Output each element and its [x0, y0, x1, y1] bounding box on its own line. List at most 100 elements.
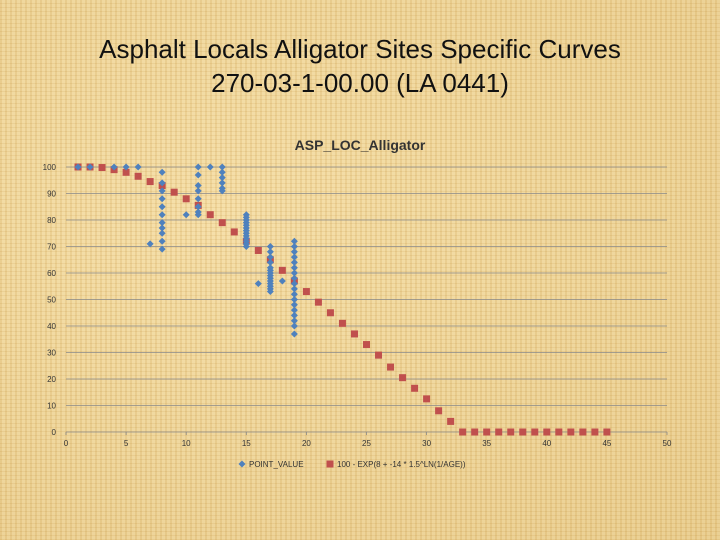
x-tick-label: 30 — [422, 439, 431, 448]
data-point — [266, 253, 274, 261]
data-point — [122, 163, 130, 171]
curve-point — [447, 417, 455, 425]
series-point-value — [74, 163, 298, 338]
data-point — [290, 253, 298, 261]
curve-point — [326, 309, 334, 317]
y-tick-label: 50 — [47, 296, 56, 305]
curve-point — [591, 428, 599, 436]
gridlines — [66, 166, 667, 433]
data-point — [218, 163, 226, 171]
y-tick-label: 100 — [43, 163, 57, 172]
data-point — [134, 163, 142, 171]
curve-point — [531, 428, 539, 436]
data-point — [290, 285, 298, 293]
x-tick-label: 45 — [602, 439, 611, 448]
curve-point — [206, 211, 214, 219]
curve-point — [507, 428, 515, 436]
curve-point — [375, 351, 383, 359]
curve-point — [543, 428, 551, 436]
data-point — [194, 182, 202, 190]
data-point — [290, 248, 298, 256]
data-point — [158, 179, 166, 187]
data-point — [218, 187, 226, 195]
data-point — [218, 174, 226, 182]
data-point — [290, 290, 298, 298]
data-point — [218, 168, 226, 176]
data-point — [290, 243, 298, 250]
data-point — [290, 274, 298, 282]
data-point — [218, 179, 226, 187]
data-point — [194, 211, 202, 219]
curve-point — [435, 407, 443, 415]
y-tick-label: 0 — [52, 428, 57, 437]
x-tick-label: 5 — [124, 439, 129, 448]
data-point — [266, 243, 274, 250]
data-point — [110, 163, 118, 171]
plot-area — [74, 163, 611, 436]
x-tick-label: 15 — [242, 439, 251, 448]
curve-point — [579, 428, 587, 436]
curve-point — [555, 428, 563, 436]
data-point — [194, 195, 202, 203]
curve-point — [411, 384, 419, 392]
curve-point — [603, 428, 611, 436]
x-tick-label: 20 — [302, 439, 311, 448]
x-tick-label: 40 — [542, 439, 551, 448]
x-tick-label: 50 — [663, 439, 672, 448]
y-tick-label: 40 — [47, 322, 56, 331]
data-point — [290, 317, 298, 325]
curve-point — [302, 288, 310, 296]
data-point — [254, 280, 262, 288]
chart: ASP_LOC_Alligator 0102030405060708090100… — [43, 137, 672, 469]
y-tick-label: 20 — [47, 375, 56, 384]
data-point — [158, 229, 166, 237]
x-tick-label: 35 — [482, 439, 491, 448]
data-point — [290, 322, 298, 330]
curve-point — [98, 164, 106, 172]
data-point — [242, 243, 250, 250]
data-point — [290, 237, 298, 245]
data-point — [158, 219, 166, 227]
slide-title-line-1: Asphalt Locals Alligator Sites Specific … — [99, 34, 621, 64]
y-tick-label: 60 — [47, 269, 56, 278]
data-point — [182, 211, 190, 219]
y-tick-label: 30 — [47, 349, 56, 358]
data-point — [86, 163, 94, 171]
data-point — [194, 163, 202, 171]
data-point — [158, 187, 166, 195]
x-tick-label: 0 — [64, 439, 69, 448]
curve-point — [567, 428, 575, 436]
curve-point — [519, 428, 527, 436]
chart-title: ASP_LOC_Alligator — [295, 137, 426, 153]
data-point — [278, 277, 286, 285]
curve-point — [230, 228, 238, 236]
data-point — [290, 296, 298, 303]
curve-point — [350, 330, 358, 338]
data-point — [290, 258, 298, 266]
curve-point — [134, 172, 142, 180]
data-point — [266, 248, 274, 256]
x-tick-label: 25 — [362, 439, 371, 448]
legend-label: POINT_VALUE — [249, 460, 304, 469]
y-tick-label: 10 — [47, 402, 56, 411]
data-point — [194, 171, 202, 179]
data-point — [290, 269, 298, 277]
data-point — [158, 211, 166, 219]
data-point — [206, 163, 214, 171]
curve-point — [254, 246, 262, 254]
curve-point — [363, 341, 370, 349]
data-point — [74, 163, 82, 171]
data-point — [158, 203, 166, 211]
x-axis-ticks: 0 5 10 15 20 25 30 35 40 45 50 — [64, 432, 672, 448]
data-point — [290, 306, 298, 314]
curve-point — [423, 395, 431, 403]
data-point — [194, 203, 202, 211]
x-tick-label: 10 — [182, 439, 191, 448]
curve-point — [495, 428, 503, 436]
data-point — [158, 168, 166, 176]
data-point — [158, 237, 166, 245]
data-point — [290, 311, 298, 319]
data-point — [290, 264, 298, 272]
data-point — [290, 280, 298, 288]
curve-point — [338, 319, 346, 327]
